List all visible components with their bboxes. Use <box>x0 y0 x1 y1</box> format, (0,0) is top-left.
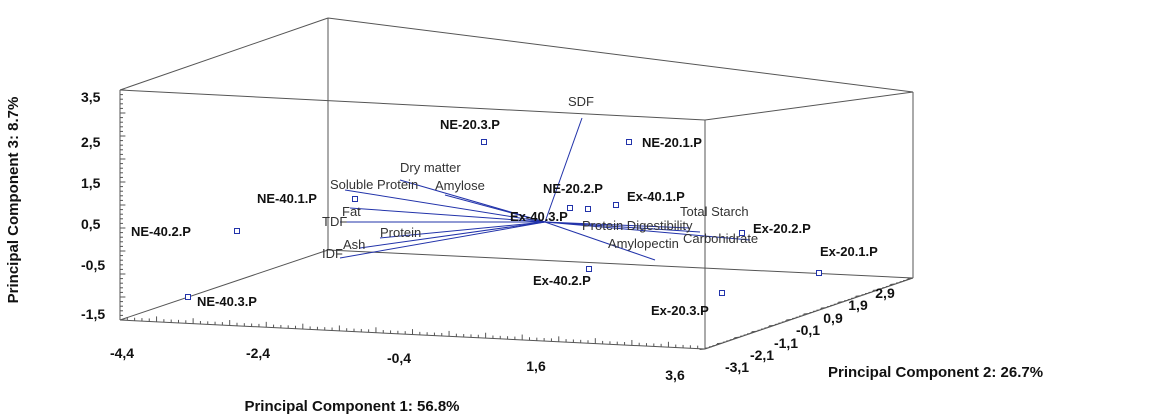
box-edge-ceiling-right <box>704 91 914 121</box>
point-label-ex-20-3-p: Ex-20.3.P <box>651 303 709 318</box>
vector-label-total-starch: Total Starch <box>680 204 749 219</box>
point-label-ex-40-3-p: Ex-40.3.P <box>510 209 568 224</box>
y-axis-tick <box>838 301 844 303</box>
z-tick-label: 3,5 <box>81 89 101 105</box>
point-ex-20-3-p <box>719 290 725 296</box>
vector-label-protein-digestibility: Protein Digestibility <box>582 218 693 233</box>
point-ex-20-2-p <box>739 230 745 236</box>
point-ex-40-2-p <box>586 266 592 272</box>
point-ne-40-2-p <box>234 228 240 234</box>
y-axis-tick <box>768 324 775 327</box>
vector-label-sdf: SDF <box>568 94 594 109</box>
point-ex-40-3-p <box>585 206 591 212</box>
point-ne-40-3-p <box>185 294 191 300</box>
x-tick-label: -0,4 <box>387 350 411 366</box>
y-axis-tick <box>786 318 792 321</box>
x-tick-label: 1,6 <box>526 358 546 374</box>
vector-label-carbohidrate: Carbohidrate <box>683 231 758 246</box>
vector-soluble-protein <box>344 189 546 223</box>
labels: -1,5 -0,5 0,5 1,5 2,5 3,5 -4,4 -2,4 -0,4 1,6 3,6 -3… <box>81 89 895 383</box>
vector-amylopectin <box>544 221 656 261</box>
box-edge-floor-left <box>119 249 329 321</box>
x-tick-label: -2,4 <box>246 345 270 361</box>
point-label-ne-20-1-p: NE-20.1.P <box>642 135 702 150</box>
y-tick-label: -2,1 <box>750 347 774 363</box>
point-label-ex-40-1-p: Ex-40.1.P <box>627 189 685 204</box>
y-axis-tick <box>803 313 810 315</box>
vector-protein <box>379 221 546 239</box>
point-label-ne-40-2-p: NE-40.2.P <box>131 224 191 239</box>
point-label-ex-20-1-p: Ex-20.1.P <box>820 244 878 259</box>
z-tick-label: 0,5 <box>81 216 101 232</box>
y-tick-label: -1,1 <box>774 335 798 351</box>
y-axis-tick <box>907 277 914 280</box>
vector-label-soluble-protein: Soluble Protein <box>330 177 418 192</box>
point-ne-20-2-p <box>567 205 573 211</box>
z-tick-label: 2,5 <box>81 134 101 150</box>
point-ne-20-1-p <box>626 139 632 145</box>
point-ex-40-1-p <box>613 202 619 208</box>
z-axis-title: Principal Component 3: 8.7% <box>5 97 22 304</box>
y-tick-label: -3,1 <box>725 359 749 375</box>
y-axis-tick <box>855 295 862 297</box>
score-points <box>185 139 822 300</box>
vector-label-fat: Fat <box>342 204 361 219</box>
box-edge-ceiling-left <box>119 17 329 91</box>
box-edge-back-top <box>327 17 914 93</box>
x-tick-label: 3,6 <box>665 367 685 383</box>
vector-sdf <box>544 117 583 223</box>
point-ne-40-1-p <box>352 196 358 202</box>
point-label-ne-40-1-p: NE-40.1.P <box>257 191 317 206</box>
vector-carbohidrate <box>544 221 751 241</box>
y-axis-title: Principal Component 2: 26.7% <box>828 364 1043 381</box>
z-tick-label: -1,5 <box>81 306 105 322</box>
box-edge-front-top <box>119 89 706 121</box>
point-label-ex-40-2-p: Ex-40.2.P <box>533 273 591 288</box>
x-tick-label: -4,4 <box>110 345 134 361</box>
vector-label-protein: Protein <box>380 225 421 240</box>
vector-fat <box>349 207 546 223</box>
vector-label-amylopectin: Amylopectin <box>608 236 679 251</box>
y-axis-tick <box>734 336 740 339</box>
z-tick-label: 1,5 <box>81 175 101 191</box>
y-axis-tick <box>890 283 896 285</box>
point-label-ex-20-2-p: Ex-20.2.P <box>753 221 811 236</box>
vector-amylose <box>444 194 546 223</box>
point-ex-20-1-p <box>816 270 822 276</box>
vector-ash <box>359 221 546 249</box>
loading-vectors <box>339 117 751 261</box>
vector-label-amylose: Amylose <box>435 178 485 193</box>
y-axis-tick <box>872 289 879 291</box>
y-tick-label: 1,9 <box>848 297 868 313</box>
y-axis-tick <box>699 348 706 351</box>
y-tick-label: 2,9 <box>875 285 895 301</box>
y-tick-label: 0,9 <box>823 310 843 326</box>
vector-label-ash: Ash <box>343 237 365 252</box>
y-axis-tick <box>751 330 758 333</box>
point-label-ne-20-3-p: NE-20.3.P <box>440 117 500 132</box>
vector-protein-digestibility <box>544 221 691 229</box>
vector-label-dry-matter: Dry matter <box>400 160 461 175</box>
point-label-ne-20-2-p: NE-20.2.P <box>543 181 603 196</box>
plot-box <box>119 17 914 351</box>
y-axis-tick <box>716 342 723 345</box>
point-label-ne-40-3-p: NE-40.3.P <box>197 294 257 309</box>
y-tick-label: -0,1 <box>796 322 820 338</box>
box-edge-back-bottom <box>327 249 914 279</box>
y-axis-tick <box>820 307 827 309</box>
x-axis-title: Principal Component 1: 56.8% <box>244 398 459 415</box>
vector-label-tdf: TDF <box>322 214 347 229</box>
vector-label-idf: IDF <box>322 246 343 261</box>
vector-idf <box>339 221 546 259</box>
z-tick-label: -0,5 <box>81 257 105 273</box>
vector-total-starch <box>544 221 701 233</box>
point-ne-20-3-p <box>481 139 487 145</box>
